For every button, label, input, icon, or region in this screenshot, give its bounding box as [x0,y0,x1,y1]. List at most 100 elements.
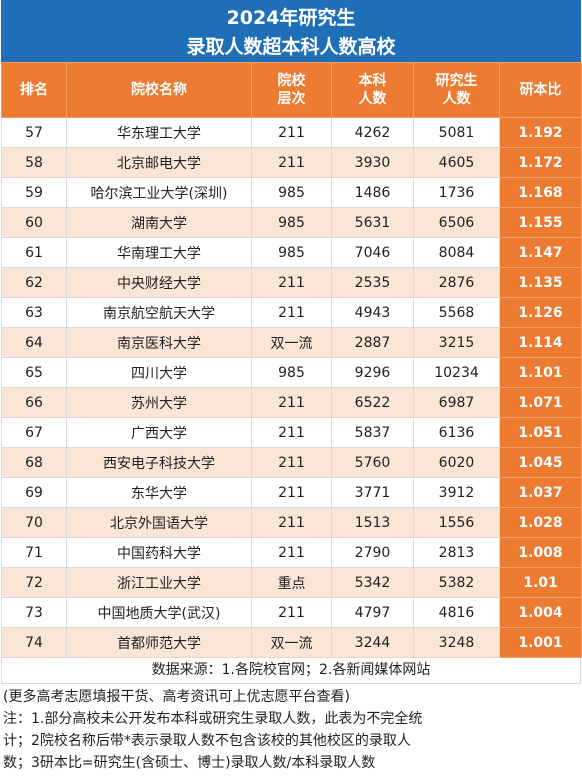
col-ratio: 研本比 [499,62,582,118]
cell-undergrad: 4262 [331,117,414,148]
table-row: 74 首都师范大学 双一流 3244 3248 1.001 [1,627,582,658]
cell-grad: 5382 [413,567,500,598]
data-source: 数据来源：1.各院校官网；2.各新闻媒体网站 [1,658,581,684]
table-row: 69 东华大学 211 3771 3912 1.037 [1,477,582,508]
cell-grad: 2813 [413,537,500,568]
cell-undergrad: 5837 [331,417,414,448]
table-row: 60 湖南大学 985 5631 6506 1.155 [1,207,582,238]
cell-undergrad: 2535 [331,267,414,298]
cell-ratio: 1.028 [499,507,582,538]
table-row: 73 中国地质大学(武汉) 211 4797 4816 1.004 [1,597,582,628]
cell-grad: 3215 [413,327,500,358]
title-line-1: 2024年研究生 [226,7,356,29]
cell-name: 华南理工大学 [66,237,252,268]
table-row: 59 哈尔滨工业大学(深圳) 985 1486 1736 1.168 [1,177,582,208]
cell-name: 华东理工大学 [66,117,252,148]
cell-level: 985 [251,237,332,268]
note-line: 计；2院校名称后带*表示录取人数不包含该校的其他校区的录取人 [3,733,411,749]
col-grad: 研究生 人数 [413,62,500,118]
cell-rank: 73 [1,597,67,628]
cell-grad: 4816 [413,597,500,628]
cell-ratio: 1.071 [499,387,582,418]
cell-undergrad: 5631 [331,207,414,238]
table-body: 57 华东理工大学 211 4262 5081 1.192 58 北京邮电大学 211 3930 4… [1,117,582,658]
cell-name: 广西大学 [66,417,252,448]
cell-grad: 5081 [413,117,500,148]
cell-ratio: 1.155 [499,207,582,238]
cell-ratio: 1.101 [499,357,582,388]
table-title: 2024年研究生 录取人数超本科人数高校 [1,0,581,62]
cell-level: 211 [251,597,332,628]
table-row: 58 北京邮电大学 211 3930 4605 1.172 [1,147,582,178]
cell-undergrad: 3244 [331,627,414,658]
cell-name: 首都师范大学 [66,627,252,658]
cell-name: 南京航空航天大学 [66,297,252,328]
cell-ratio: 1.01 [499,567,582,598]
cell-rank: 68 [1,447,67,478]
cell-name: 北京邮电大学 [66,147,252,178]
cell-level: 211 [251,537,332,568]
cell-undergrad: 2790 [331,537,414,568]
col-name: 院校名称 [66,62,252,118]
cell-level: 双一流 [251,327,332,358]
cell-rank: 67 [1,417,67,448]
cell-name: 中国药科大学 [66,537,252,568]
col-undergrad: 本科 人数 [331,62,414,118]
cell-rank: 63 [1,297,67,328]
cell-level: 211 [251,267,332,298]
cell-name: 哈尔滨工业大学(深圳) [66,177,252,208]
table-row: 67 广西大学 211 5837 6136 1.051 [1,417,582,448]
cell-ratio: 1.135 [499,267,582,298]
cell-rank: 74 [1,627,67,658]
cell-grad: 1556 [413,507,500,538]
cell-ratio: 1.045 [499,447,582,478]
cell-name: 西安电子科技大学 [66,447,252,478]
note-line: 数；3研本比=研究生(含硕士、博士)录取人数/本科录取人数 [3,755,376,771]
table-row: 57 华东理工大学 211 4262 5081 1.192 [1,117,582,148]
cell-level: 211 [251,117,332,148]
cell-ratio: 1.168 [499,177,582,208]
cell-level: 985 [251,177,332,208]
cell-name: 四川大学 [66,357,252,388]
table-row: 66 苏州大学 211 6522 6987 1.071 [1,387,582,418]
cell-rank: 70 [1,507,67,538]
table-row: 62 中央财经大学 211 2535 2876 1.135 [1,267,582,298]
cell-level: 211 [251,447,332,478]
cell-name: 中国地质大学(武汉) [66,597,252,628]
notes: (更多高考志愿填报干货、高考资讯可上优志愿平台查看) 注：1.部分高校未公开发布… [1,684,581,774]
cell-grad: 6020 [413,447,500,478]
table-row: 71 中国药科大学 211 2790 2813 1.008 [1,537,582,568]
cell-level: 双一流 [251,627,332,658]
cell-ratio: 1.147 [499,237,582,268]
cell-ratio: 1.004 [499,597,582,628]
table-row: 63 南京航空航天大学 211 4943 5568 1.126 [1,297,582,328]
cell-level: 重点 [251,567,332,598]
cell-level: 211 [251,507,332,538]
cell-undergrad: 3771 [331,477,414,508]
cell-rank: 66 [1,387,67,418]
cell-level: 211 [251,147,332,178]
cell-rank: 59 [1,177,67,208]
cell-undergrad: 3930 [331,147,414,178]
table-row: 68 西安电子科技大学 211 5760 6020 1.045 [1,447,582,478]
cell-undergrad: 1513 [331,507,414,538]
cell-ratio: 1.192 [499,117,582,148]
cell-grad: 6136 [413,417,500,448]
cell-rank: 69 [1,477,67,508]
table-row: 70 北京外国语大学 211 1513 1556 1.028 [1,507,582,538]
cell-name: 中央财经大学 [66,267,252,298]
cell-grad: 1736 [413,177,500,208]
title-line-2: 录取人数超本科人数高校 [186,36,396,58]
cell-grad: 4605 [413,147,500,178]
cell-undergrad: 4943 [331,297,414,328]
cell-level: 985 [251,207,332,238]
cell-level: 211 [251,477,332,508]
cell-grad: 5568 [413,297,500,328]
cell-rank: 64 [1,327,67,358]
cell-grad: 6506 [413,207,500,238]
cell-undergrad: 1486 [331,177,414,208]
cell-ratio: 1.172 [499,147,582,178]
table-row: 64 南京医科大学 双一流 2887 3215 1.114 [1,327,582,358]
cell-level: 211 [251,297,332,328]
